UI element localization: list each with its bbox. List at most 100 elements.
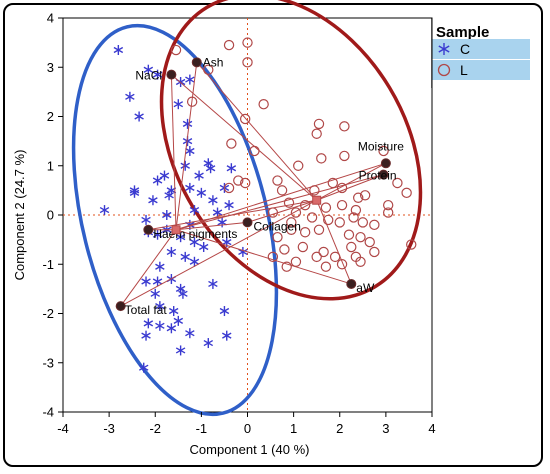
data-point-L (223, 39, 235, 51)
data-point-L (276, 185, 288, 196)
data-point-L (382, 207, 394, 218)
x-tick-label: 3 (382, 421, 389, 436)
data-point-L (355, 231, 366, 243)
data-point-L (357, 217, 369, 228)
loading-label: Total fat (125, 303, 168, 317)
data-point-C (175, 345, 186, 356)
data-point-L (316, 153, 327, 164)
loading-label: Ash (203, 55, 224, 69)
data-point-C (134, 111, 144, 122)
y-tick-label: -3 (42, 355, 54, 370)
data-point-L (346, 241, 357, 253)
data-point-L (320, 261, 332, 272)
data-point-C (189, 205, 200, 216)
loading-vectors: NaCl Ash Moisture Protein Collagen Haem pigme… (115, 55, 404, 317)
data-point-C (198, 242, 209, 253)
data-point-L (239, 113, 251, 125)
data-point-L (290, 256, 302, 267)
data-point-C (173, 99, 184, 110)
data-point-L (242, 57, 253, 68)
loading-point (143, 224, 154, 235)
data-point-C (203, 338, 214, 349)
x-tick-label: -4 (57, 421, 69, 436)
data-point-L (382, 199, 394, 211)
data-point-L (336, 259, 348, 270)
x-tick-label: 4 (428, 421, 435, 436)
data-point-C (141, 214, 151, 225)
centroid-marker-C (171, 225, 181, 235)
data-point-C (141, 276, 151, 287)
data-point-L (334, 217, 345, 228)
loading-point (115, 301, 126, 312)
loading-point (346, 278, 357, 289)
data-point-L (313, 224, 325, 235)
loading-vector-line (120, 199, 317, 307)
y-tick-label: 0 (47, 208, 54, 223)
data-point-L (320, 202, 332, 213)
loading-vector-line (120, 229, 177, 307)
data-point-C (194, 170, 204, 181)
data-point-C (155, 320, 165, 331)
data-point-C (166, 323, 177, 334)
loading-point (378, 169, 389, 180)
data-point-C (164, 190, 174, 201)
data-point-C (138, 362, 149, 373)
x-tick-label: 2 (336, 421, 343, 436)
data-point-L (226, 138, 237, 149)
data-point-C (148, 195, 158, 206)
data-point-C (212, 207, 223, 218)
data-point-L (299, 227, 311, 238)
data-point-L (311, 128, 322, 139)
data-point-L (279, 244, 290, 255)
data-point-C (143, 64, 154, 75)
loading-label: Moisture (358, 139, 404, 153)
loading-vector-line (175, 221, 248, 231)
data-point-L (359, 190, 371, 201)
data-point-C (182, 118, 193, 129)
loading-vector-line (175, 62, 198, 230)
data-point-L (267, 251, 279, 263)
y-tick-label: 1 (47, 158, 54, 173)
data-point-C (185, 145, 195, 156)
data-point-L (239, 177, 251, 189)
loading-label: NaCl (135, 69, 162, 83)
loading-vector-line (247, 199, 317, 223)
x-tick-label: -2 (149, 421, 161, 436)
data-point-L (272, 231, 283, 243)
data-point-L (170, 44, 182, 56)
confidence-ellipse-C (71, 23, 279, 417)
data-point-C (205, 163, 216, 174)
data-point-L (311, 251, 322, 263)
data-point-C (189, 237, 200, 248)
data-point-C (152, 276, 163, 287)
legend-entry-label: C (460, 41, 470, 57)
legend-entry-label: L (460, 62, 468, 78)
y-tick-label: -2 (42, 306, 54, 321)
data-point-C (155, 261, 165, 272)
data-point-L (272, 175, 283, 186)
data-point-C (238, 246, 248, 257)
data-point-C (99, 205, 110, 216)
loading-point (166, 69, 177, 80)
legend-marker-asterisk (438, 43, 450, 55)
legend-entry-highlight (432, 60, 530, 80)
data-point-L (369, 219, 380, 231)
data-point-C (208, 278, 218, 289)
data-point-L (290, 207, 302, 218)
data-point-L (286, 224, 297, 235)
loading-point (380, 158, 391, 169)
data-point-C (180, 160, 190, 171)
x-tick-label: 1 (290, 421, 297, 436)
y-tick-label: -1 (42, 257, 54, 272)
data-point-C (143, 318, 154, 329)
data-point-C (159, 170, 170, 181)
confidence-ellipse-L (159, 0, 423, 301)
data-point-L (343, 229, 355, 240)
data-point-L (336, 182, 348, 194)
y-tick-label: 3 (47, 60, 54, 75)
plot-area (62, 0, 433, 417)
data-point-C (152, 175, 163, 186)
x-tick-label: 0 (244, 421, 251, 436)
data-point-L (392, 177, 403, 189)
